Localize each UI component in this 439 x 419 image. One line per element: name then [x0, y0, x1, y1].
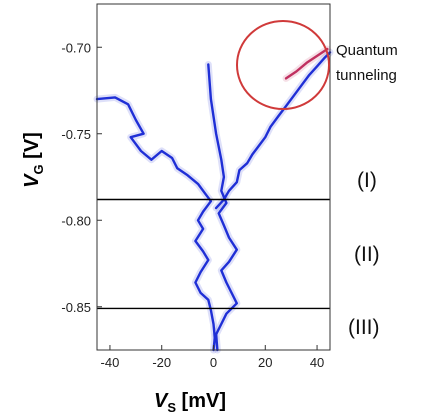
x-axis-title: VS [mV]: [154, 390, 226, 415]
quantum-tunneling-label-line2: tunneling: [336, 67, 397, 84]
y-axis-ticks: -0.70 -0.75 -0.80 -0.85: [61, 40, 102, 315]
y-tick-label: -0.80: [61, 213, 91, 228]
region-ii-label: (II): [354, 243, 380, 266]
region-i-label: (I): [357, 169, 377, 192]
y-axis-symbol: V: [21, 173, 43, 188]
y-axis-title: VG [V]: [21, 132, 46, 188]
x-tick-label: 40: [310, 355, 324, 370]
x-axis-symbol: V: [154, 390, 169, 412]
series-line-1: [207, 63, 239, 352]
y-tick-label: -0.70: [61, 40, 91, 55]
y-axis-subscript: G: [31, 164, 46, 174]
series-halo-0: [93, 93, 219, 354]
x-tick-label: -20: [152, 355, 171, 370]
region-iii-label: (III): [348, 316, 380, 339]
series-line-2: [214, 51, 332, 210]
region-dividers: [97, 198, 330, 310]
x-axis-unit: [mV]: [176, 390, 226, 412]
series-line-3: [284, 47, 329, 80]
x-axis-subscript: S: [167, 400, 176, 415]
plot-series: [93, 45, 334, 354]
x-axis-ticks: -40 -20 0 20 40: [101, 345, 324, 370]
quantum-tunneling-circle: [236, 20, 330, 110]
plot-frame: [96, 3, 331, 351]
x-tick-label: -40: [101, 355, 120, 370]
quantum-tunneling-label-line1: Quantum: [336, 42, 398, 59]
x-tick-label: 20: [258, 355, 272, 370]
x-tick-label: 0: [210, 355, 217, 370]
y-tick-label: -0.85: [61, 300, 91, 315]
y-tick-label: -0.75: [61, 127, 91, 142]
y-axis-unit: [V]: [21, 132, 43, 164]
series-line-0: [95, 96, 217, 352]
